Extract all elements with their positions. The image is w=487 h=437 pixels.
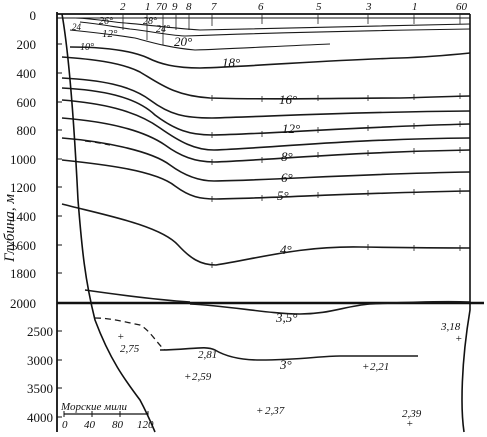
station-labels: 2 1 70 9 8 7 6 5 3 1 60 — [120, 1, 468, 13]
isotherm-label: 4° — [280, 242, 292, 257]
isotherm-label: 28° — [143, 16, 157, 27]
point-value: 2,81 — [198, 349, 217, 361]
isotherm-label: 18° — [222, 55, 240, 70]
station-label: 1 — [412, 1, 418, 13]
y-tick-0: 0 — [30, 8, 37, 23]
scale-bar-title: Морские мили — [60, 401, 127, 413]
isotherm-label: 12° — [102, 28, 118, 40]
isotherm-label: 24 — [72, 22, 82, 32]
isotherm-label: 3,5° — [275, 310, 297, 325]
y-tick-3000: 3000 — [27, 353, 53, 368]
isotherm-labels: 26° 28° 24° 12° 20° 18° 16° 12° 8° 6° 5°… — [72, 16, 300, 372]
station-label: 6 — [258, 1, 264, 13]
point-value: 3,18 — [440, 321, 461, 333]
station-label: 1 — [145, 1, 151, 13]
point-value: 2,37 — [265, 405, 285, 417]
isotherm-label: 20° — [174, 34, 192, 49]
y-tick-1400: 1400 — [10, 209, 36, 224]
isotherms-upper — [61, 17, 471, 303]
y-tick-1000: 1000 — [10, 152, 36, 167]
sea-floor-profile — [61, 13, 156, 433]
scale-tick: 80 — [112, 419, 124, 431]
station-label: 7 — [211, 1, 217, 13]
point-marker: + — [406, 418, 413, 430]
station-label: 5 — [316, 1, 322, 13]
y-tick-1200: 1200 — [10, 180, 36, 195]
point-value: 2,21 — [370, 361, 389, 373]
station-label: 9 — [172, 1, 178, 13]
y-tick-600: 600 — [17, 95, 37, 110]
station-label: 60 — [456, 1, 468, 13]
isotherm-label: 12° — [282, 121, 300, 136]
dashed-isotherm-upper — [84, 140, 111, 146]
point-value: 2,75 — [120, 343, 140, 355]
y-tick-400: 400 — [17, 66, 37, 81]
isotherm-label: 16° — [279, 92, 297, 107]
y-tick-1600: 1600 — [10, 238, 36, 253]
isotherm-label: 24° — [156, 24, 170, 35]
isotherm-label: 6° — [281, 170, 293, 185]
point-marker: + — [256, 405, 263, 417]
station-crosses — [211, 93, 461, 268]
point-marker: + — [184, 371, 191, 383]
station-marks — [122, 14, 461, 45]
scale-tick: 120 — [137, 419, 154, 431]
isotherm-label: 3° — [279, 357, 292, 372]
isotherms-lower — [159, 300, 471, 361]
isotherm-label: 26° — [99, 16, 113, 27]
dashed-isotherm-lower — [94, 317, 166, 351]
sea-floor-right — [461, 14, 471, 433]
scale-tick: 40 — [84, 419, 96, 431]
y-tick-4000: 4000 — [27, 410, 53, 425]
section-frame — [56, 12, 484, 432]
station-label: 3 — [365, 1, 372, 13]
isotherm-label: 5° — [277, 188, 289, 203]
y-tick-1800: 1800 — [10, 266, 36, 281]
scale-tick: 0 — [62, 419, 68, 431]
y-axis-label: Глубина, м — [2, 194, 18, 263]
station-label: 70 — [156, 1, 168, 13]
y-tick-3500: 3500 — [27, 381, 53, 396]
y-axis-tick-marks — [57, 43, 62, 418]
isotherm-label: 8° — [281, 149, 293, 164]
y-tick-800: 800 — [17, 123, 37, 138]
y-tick-2000: 2000 — [10, 296, 36, 311]
station-label: 8 — [186, 1, 192, 13]
point-marker: + — [455, 333, 462, 345]
point-value: 2,39 — [402, 408, 422, 420]
point-values: + 2,75 2,81 + 2,59 + 2,21 3,18 + + 2,37 … — [117, 321, 462, 430]
point-value: 2,59 — [192, 371, 212, 383]
point-marker: + — [117, 331, 124, 343]
y-tick-200: 200 — [17, 37, 37, 52]
y-tick-2500: 2500 — [27, 324, 53, 339]
station-label: 2 — [120, 1, 126, 13]
isotherm-label: 10° — [80, 42, 94, 53]
y-axis-tick-labels: 0 200 400 600 800 1000 1200 1400 1600 18… — [10, 8, 53, 425]
distance-scale-bar: Морские мили 0 40 80 120 — [60, 401, 154, 431]
point-marker: + — [362, 361, 369, 373]
